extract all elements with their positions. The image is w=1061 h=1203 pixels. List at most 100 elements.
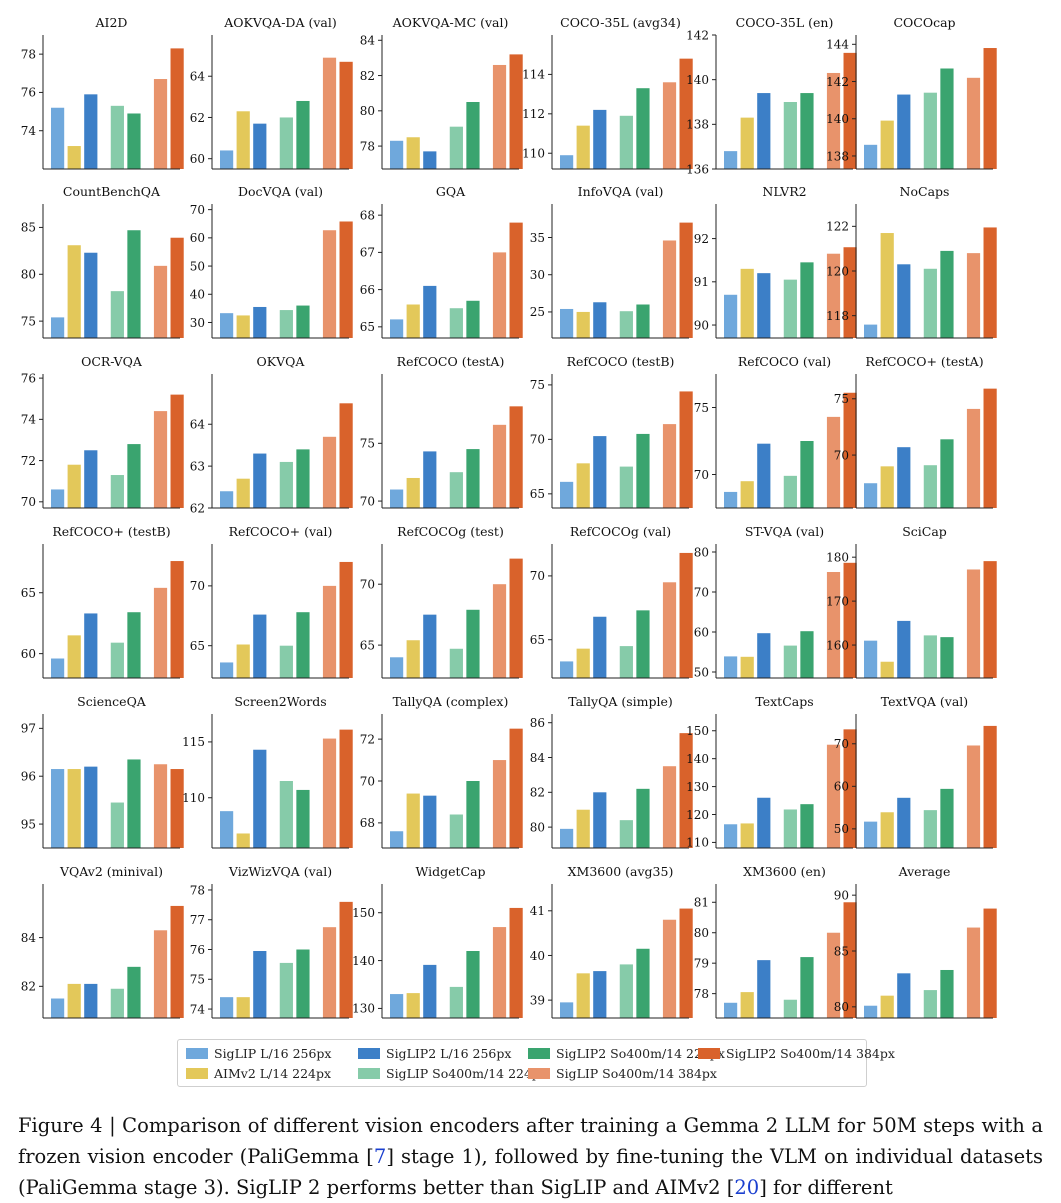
y-tick-label: 138 xyxy=(686,118,709,132)
bar-aimv2-l14-224 xyxy=(236,997,250,1018)
bar-siglip2-l16-256 xyxy=(593,109,607,169)
y-tick-label: 82 xyxy=(21,980,36,994)
bar-siglip-so400m-384 xyxy=(492,927,507,1018)
bar-siglip2-l16-256 xyxy=(84,766,98,848)
y-tick-label: 70 xyxy=(360,578,375,592)
bar-siglip-l16-256 xyxy=(864,640,878,678)
bar-siglip2-so400m-224 xyxy=(800,441,814,508)
bar-siglip-so400m-384 xyxy=(826,932,841,1018)
bar-siglip2-so400m-384 xyxy=(679,222,693,338)
bar-siglip-so400m-224 xyxy=(279,645,293,678)
bar-siglip-so400m-224 xyxy=(923,268,937,338)
y-tick-label: 74 xyxy=(21,124,37,138)
legend: SigLIP L/16 256px AIMv2 L/14 224px SigLI… xyxy=(177,1039,895,1087)
bar-siglip-l16-256 xyxy=(560,308,574,338)
bar-siglip2-so400m-224 xyxy=(466,102,480,169)
bar-siglip2-l16-256 xyxy=(84,94,98,169)
subplot-scicap: SciCap 160 170 180 xyxy=(826,524,997,679)
bar-aimv2-l14-224 xyxy=(236,111,250,169)
legend-item-siglip-so400m-384: SigLIP So400m/14 384px xyxy=(528,1066,717,1081)
bar-siglip-so400m-384 xyxy=(826,744,841,848)
bar-siglip-so400m-384 xyxy=(153,411,168,508)
subplot-gqa: GQA 65 66 67 68 xyxy=(360,184,523,339)
bar-siglip2-so400m-224 xyxy=(636,304,650,338)
legend-item-siglip2-so400m-384: SigLIP2 So400m/14 384px xyxy=(698,1046,895,1061)
bar-siglip-so400m-224 xyxy=(619,964,633,1018)
bar-aimv2-l14-224 xyxy=(406,137,420,169)
legend-item-siglip2-l16-256: SigLIP2 L/16 256px xyxy=(358,1046,511,1061)
y-tick-label: 76 xyxy=(21,371,36,385)
bar-siglip2-l16-256 xyxy=(897,264,911,338)
bar-aimv2-l14-224 xyxy=(406,477,420,508)
subplot-title: AOKVQA-MC (val) xyxy=(392,15,509,30)
bar-aimv2-l14-224 xyxy=(67,769,81,848)
legend-swatch xyxy=(528,1048,550,1059)
bar-siglip2-so400m-224 xyxy=(127,444,141,508)
bar-siglip-so400m-224 xyxy=(923,635,937,678)
bar-siglip2-l16-256 xyxy=(253,749,267,848)
subplot-title: XM3600 (avg35) xyxy=(568,864,674,879)
citation-link[interactable]: 20 xyxy=(734,1176,760,1199)
bar-siglip-l16-256 xyxy=(724,491,738,508)
legend-item-siglip2-so400m-224: SigLIP2 So400m/14 224px xyxy=(528,1046,725,1061)
y-tick-label: 68 xyxy=(360,208,375,222)
subplot-vqav2-minival: VQAv2 (minival) 82 84 xyxy=(21,864,184,1019)
subplot-cococap: COCOcap 138 140 142 144 xyxy=(826,15,997,170)
y-tick-label: 62 xyxy=(190,501,205,515)
bar-siglip2-so400m-224 xyxy=(940,439,954,508)
y-tick-label: 64 xyxy=(190,70,206,84)
y-tick-label: 150 xyxy=(352,906,375,920)
y-tick-label: 82 xyxy=(360,69,375,83)
bar-siglip-so400m-384 xyxy=(826,416,841,508)
subplot-refcoco-testb: RefCOCO (testB) 65 70 75 xyxy=(530,354,693,509)
bar-aimv2-l14-224 xyxy=(740,823,754,848)
bar-aimv2-l14-224 xyxy=(236,315,250,338)
bar-siglip2-so400m-224 xyxy=(636,88,650,169)
bar-aimv2-l14-224 xyxy=(67,635,81,678)
bar-siglip2-so400m-224 xyxy=(466,781,480,848)
bar-siglip2-so400m-224 xyxy=(940,788,954,848)
bar-siglip-so400m-224 xyxy=(110,802,124,848)
y-tick-label: 75 xyxy=(360,437,375,451)
subplot-title: TextCaps xyxy=(755,694,813,709)
subplot-title: COCOcap xyxy=(893,15,955,30)
bar-siglip-so400m-224 xyxy=(783,809,797,848)
bar-aimv2-l14-224 xyxy=(880,233,894,338)
citation-link[interactable]: 7 xyxy=(373,1145,387,1168)
y-tick-label: 86 xyxy=(530,716,545,730)
bar-siglip2-so400m-384 xyxy=(983,561,997,678)
bar-siglip-so400m-224 xyxy=(449,648,463,678)
y-tick-label: 84 xyxy=(360,34,376,48)
y-tick-label: 80 xyxy=(694,926,709,940)
y-tick-label: 67 xyxy=(360,246,375,260)
subplot-title: SciCap xyxy=(902,524,947,539)
y-tick-label: 60 xyxy=(694,625,709,639)
bar-siglip2-so400m-384 xyxy=(843,392,857,508)
bar-siglip-l16-256 xyxy=(220,491,234,508)
bar-siglip-so400m-384 xyxy=(153,79,168,169)
bar-siglip2-so400m-224 xyxy=(636,788,650,848)
bar-siglip-so400m-384 xyxy=(826,72,841,169)
bar-siglip2-l16-256 xyxy=(423,614,437,678)
bar-siglip2-so400m-224 xyxy=(800,804,814,848)
y-tick-label: 140 xyxy=(686,73,709,87)
y-tick-label: 92 xyxy=(694,232,709,246)
bar-siglip-so400m-224 xyxy=(619,646,633,678)
bar-siglip-so400m-384 xyxy=(966,408,981,508)
y-tick-label: 39 xyxy=(530,993,545,1007)
y-tick-label: 130 xyxy=(686,780,709,794)
bar-siglip2-so400m-224 xyxy=(466,609,480,678)
bar-siglip2-so400m-224 xyxy=(466,951,480,1018)
bar-siglip-so400m-224 xyxy=(619,115,633,169)
subplot-ai2d: AI2D 74 76 78 xyxy=(21,15,184,170)
bar-siglip2-so400m-384 xyxy=(843,902,857,1018)
y-tick-label: 65 xyxy=(21,586,36,600)
bar-siglip-l16-256 xyxy=(390,831,404,848)
bar-siglip2-l16-256 xyxy=(593,971,607,1018)
y-tick-label: 82 xyxy=(530,786,545,800)
bar-siglip-so400m-384 xyxy=(662,240,677,338)
bar-siglip-so400m-224 xyxy=(783,102,797,169)
bar-siglip-so400m-224 xyxy=(783,475,797,508)
bar-siglip2-so400m-224 xyxy=(127,966,141,1018)
bar-siglip2-so400m-384 xyxy=(339,221,353,338)
